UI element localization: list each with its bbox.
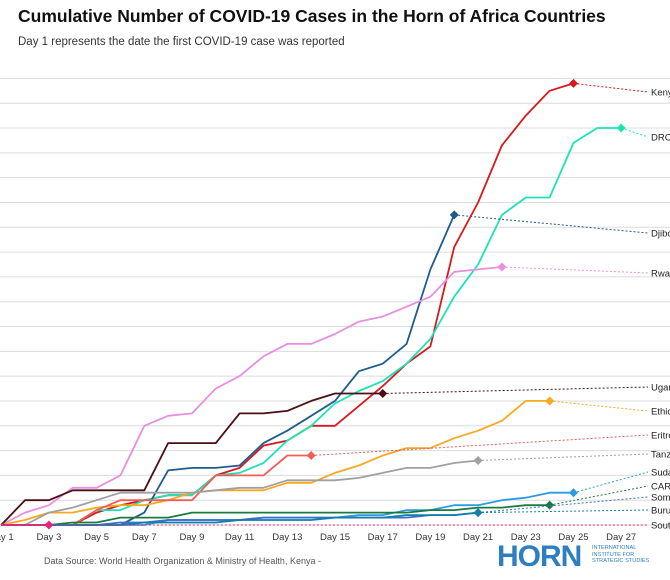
series-label-car: CAR [651, 482, 670, 493]
x-tick-label: Day 21 [463, 532, 493, 543]
series-label-djibouti: Djibouti [651, 229, 670, 240]
leader-line-sudan [573, 471, 649, 494]
chart-subtitle: Day 1 represents the date the first COVI… [18, 36, 345, 48]
end-marker-drc [616, 123, 626, 133]
leader-line-somalia [478, 496, 649, 514]
series-line-djibouti [1, 214, 456, 526]
end-marker-rwanda [497, 262, 507, 272]
chart-title: Cumulative Number of COVID-19 Cases in t… [18, 6, 606, 26]
end-marker-uganda [378, 389, 388, 399]
x-tick-label: Day 3 [36, 532, 61, 543]
x-tick-label: Day 11 [225, 532, 254, 543]
x-tick-label: Day 23 [511, 532, 541, 543]
x-tick-label: Day 25 [558, 532, 588, 543]
leader-line-car [549, 485, 649, 506]
series-line-drc [1, 127, 622, 526]
leader-line-drc [620, 127, 649, 138]
leader-line-uganda [382, 386, 649, 395]
leader-line-burundi [478, 509, 649, 514]
series-label-uganda: Uganda [651, 383, 670, 394]
end-marker-car [545, 500, 555, 510]
end-marker-djibouti [449, 210, 459, 220]
series-line-tanzania [1, 459, 479, 526]
series-label-rwanda: Rwanda [651, 269, 670, 280]
x-tick-label: Day 27 [606, 532, 636, 543]
leader-line-tanzania [478, 453, 649, 461]
series-line-ethiopia [1, 400, 550, 526]
end-marker-burundi [473, 508, 483, 518]
series-label-drc: DRC [651, 133, 670, 144]
leader-line-rwanda [501, 266, 649, 274]
end-marker-eritrea [306, 451, 316, 461]
leader-line-djibouti [454, 214, 649, 234]
logo-tagline: International Institute for Strategic St… [592, 545, 650, 564]
end-marker-south-sudan [44, 520, 54, 530]
x-tick-label: Day 5 [84, 532, 109, 543]
x-tick-label: Day 17 [368, 532, 398, 543]
end-marker-sudan [568, 488, 578, 498]
x-tick-label: Day 13 [272, 532, 302, 543]
series-line-kenya [1, 82, 574, 526]
x-tick-label: Day 15 [320, 532, 350, 543]
leader-line-eritrea [311, 434, 649, 457]
series-label-south-sudan: South Sudan [651, 521, 670, 532]
series-label-somalia: Somalia [651, 493, 670, 504]
data-source-note: Data Source: World Health Organization &… [44, 556, 321, 566]
end-marker-tanzania [473, 455, 483, 465]
series-line-rwanda [0, 266, 502, 526]
x-tick-label: Day 1 [0, 532, 14, 543]
end-marker-ethiopia [545, 396, 555, 406]
series-label-burundi: Burundi [651, 506, 670, 517]
series-label-kenya: Kenya [651, 88, 670, 99]
series-line-burundi [1, 511, 479, 526]
x-tick-label: Day 19 [415, 532, 445, 543]
line-chart: Day 1 Day 3 Day 5 Day 7 Day 9 Day 11 Day 13 Day… [0, 77, 670, 543]
series-line-uganda [0, 392, 383, 526]
series-line-car [1, 504, 550, 526]
leader-line-kenya [573, 82, 649, 93]
series-label-eritrea: Eritrea [651, 431, 670, 442]
x-tick-label: Day 7 [132, 532, 157, 543]
end-marker-kenya [568, 78, 578, 88]
series-label-tanzania: Tanzania [651, 450, 670, 461]
series-label-ethiopia: Ethiopia [651, 407, 670, 418]
logo-wordmark: HORN [497, 540, 582, 573]
series-label-sudan: Sudan [651, 468, 670, 479]
leader-line-ethiopia [549, 400, 649, 412]
horn-logo: HORN International Institute for Strateg… [497, 540, 667, 574]
x-tick-label: Day 9 [180, 532, 205, 543]
